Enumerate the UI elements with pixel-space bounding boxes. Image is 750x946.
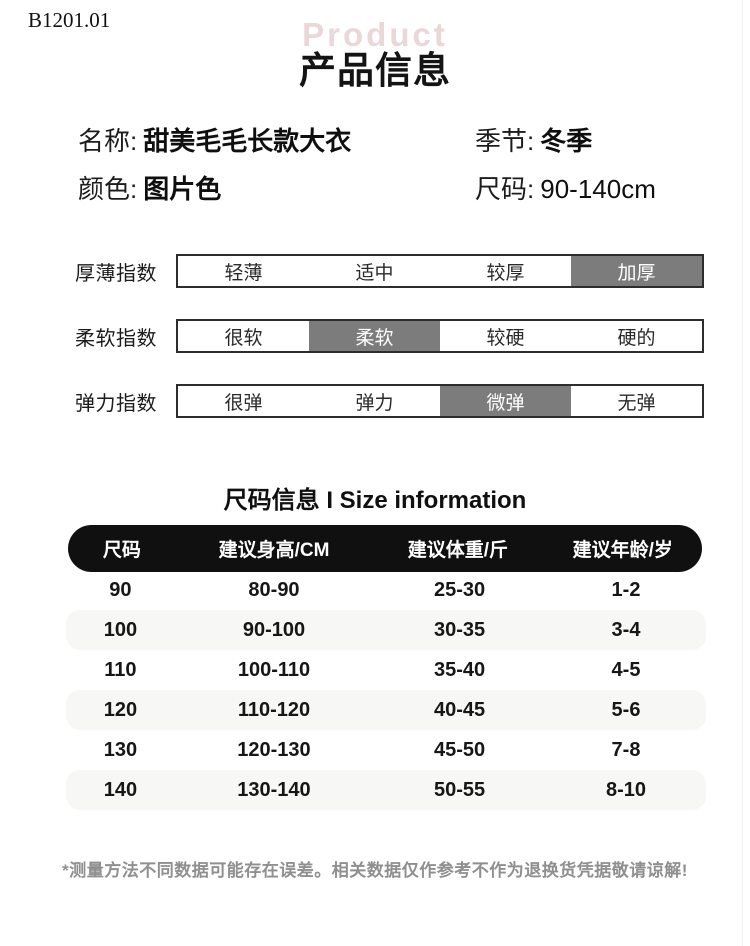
index-bar-segment: 无弹	[617, 392, 656, 414]
size-table-cell: 120-130	[237, 738, 311, 761]
index-bar-segment: 轻薄	[224, 262, 263, 284]
field-season-label: 季节:	[475, 126, 535, 156]
size-table-cell: 110-120	[237, 698, 311, 721]
size-table-row: 140 130-140 50-55 8-10	[66, 770, 706, 810]
size-table-cell: 90-100	[242, 618, 306, 641]
index-bar-segment: 加厚	[571, 256, 702, 286]
field-season-value: 冬季	[540, 126, 593, 156]
field-name-label: 名称:	[78, 126, 138, 156]
index-bar-segment: 弹力	[355, 392, 394, 414]
page-title: 产品信息	[299, 50, 451, 91]
size-table-cell: 7-8	[611, 738, 641, 761]
size-table-cell: 100	[103, 618, 138, 641]
size-table-cell: 45-50	[434, 738, 486, 761]
size-table-cell: 130-140	[237, 778, 311, 801]
size-table-row: 90 80-90 25-30 1-2	[66, 570, 706, 610]
right-edge-line	[742, 0, 743, 946]
footer-note: *测量方法不同数据可能存在误差。相关数据仅作参考不作为退换货凭据敬请谅解!	[62, 861, 688, 880]
index-bar-segment: 硬的	[617, 327, 656, 349]
field-name: 名称: 甜美毛毛长款大衣	[78, 121, 351, 158]
size-table-row: 120 110-120 40-45 5-6	[66, 690, 706, 730]
index-bar-track: 很软 柔软 较硬 硬的	[176, 319, 704, 353]
size-table-cell: 8-10	[605, 778, 646, 801]
size-table-cell: 130	[103, 738, 138, 761]
index-bar-segment: 微弹	[440, 386, 571, 416]
index-bar-segment: 较硬	[486, 327, 525, 349]
watermark-text: Product	[302, 16, 448, 53]
field-name-value: 甜美毛毛长款大衣	[143, 126, 352, 156]
index-bar-track: 很弹 弹力 微弹 无弹	[176, 384, 704, 418]
product-code: B1201.01	[28, 8, 111, 32]
index-bar-label: 厚薄指数	[75, 262, 157, 285]
field-color-value: 图片色	[143, 174, 222, 204]
size-table-header-cell: 建议年龄/岁	[572, 540, 673, 561]
index-bar-label: 弹力指数	[75, 392, 157, 415]
field-size-range-value: 90-140cm	[540, 174, 656, 204]
index-bar-row-2: 弹力指数 很弹 弹力 微弹 无弹	[0, 384, 750, 418]
size-table-cell: 50-55	[434, 778, 486, 801]
field-size-range-label: 尺码:	[475, 174, 535, 204]
size-table-cell: 90	[109, 578, 132, 601]
size-table-row: 100 90-100 30-35 3-4	[66, 610, 706, 650]
index-bar-segment: 柔软	[309, 321, 440, 351]
size-table-cell: 110	[104, 658, 137, 681]
size-table-cell: 3-4	[611, 618, 641, 641]
size-table-cell: 1-2	[611, 578, 641, 601]
index-bar-track: 轻薄 适中 较厚 加厚	[176, 254, 704, 288]
index-bar-segment: 适中	[355, 262, 394, 284]
index-bar-segment: 很弹	[224, 392, 263, 414]
size-table-cell: 30-35	[434, 618, 486, 641]
size-table-cell: 35-40	[434, 658, 486, 681]
size-table-cell: 40-45	[434, 698, 486, 721]
size-table-header: 尺码 建议身高/CM 建议体重/斤 建议年龄/岁	[68, 525, 702, 572]
size-table-header-cell: 尺码	[102, 540, 141, 561]
index-bar-row-0: 厚薄指数 轻薄 适中 较厚 加厚	[0, 254, 750, 288]
size-table-header-cell: 建议体重/斤	[407, 540, 509, 561]
size-table-cell: 80-90	[248, 578, 300, 601]
size-table-cell: 100-110	[237, 658, 311, 681]
field-season: 季节: 冬季	[475, 121, 592, 158]
size-table-row: 130 120-130 45-50 7-8	[66, 730, 706, 770]
size-table-cell: 120	[103, 698, 138, 721]
index-bar-segment: 较厚	[486, 262, 525, 284]
field-color-label: 颜色:	[78, 174, 138, 204]
size-table-body: 90 80-90 25-30 1-2 100 90-100 30-35 3-4 110 100-1…	[66, 570, 706, 810]
size-table-cell: 5-6	[611, 698, 641, 721]
index-bar-segment: 很软	[224, 327, 263, 349]
index-bar-label: 柔软指数	[75, 327, 157, 350]
field-color: 颜色: 图片色	[78, 169, 221, 206]
size-table-row: 110 100-110 35-40 4-5	[66, 650, 706, 690]
size-table-cell: 4-5	[611, 658, 641, 681]
size-section-title: 尺码信息 I Size information	[223, 487, 527, 514]
size-table-cell: 25-30	[434, 578, 486, 601]
index-bar-row-1: 柔软指数 很软 柔软 较硬 硬的	[0, 319, 750, 353]
size-table-cell: 140	[103, 778, 138, 801]
size-table-header-cell: 建议身高/CM	[218, 540, 330, 561]
field-size-range: 尺码: 90-140cm	[475, 169, 656, 206]
